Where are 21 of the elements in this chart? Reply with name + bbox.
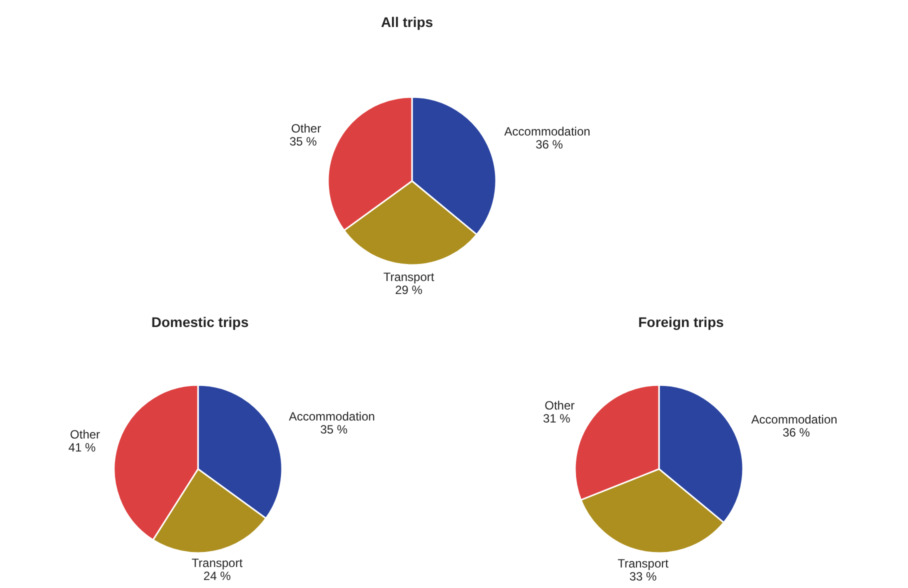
data-label: 41 % <box>68 440 96 455</box>
slice-label: Transport <box>618 556 670 571</box>
data-label: 35 % <box>320 422 348 437</box>
chart-title: Foreign trips <box>637 314 725 330</box>
slice-label: Transport <box>192 556 244 570</box>
slice-label: Accommodation <box>751 412 838 427</box>
data-label: 36 % <box>536 138 564 152</box>
data-label: 31 % <box>542 412 571 426</box>
slice-label: Other <box>544 398 575 413</box>
slice-label: Other <box>70 428 100 442</box>
chart-title: All trips <box>380 14 434 30</box>
data-label: 33 % <box>629 570 658 584</box>
slice-label: Transport <box>383 270 435 284</box>
data-label: 35 % <box>289 134 318 149</box>
slice-label: Accommodation <box>504 124 590 139</box>
data-label: 29 % <box>395 282 423 297</box>
chart-title: Domestic trips <box>150 314 250 330</box>
slice-label: Accommodation <box>288 410 375 424</box>
data-label: 36 % <box>782 426 810 440</box>
slice-label: Other <box>291 122 322 136</box>
data-label: 24 % <box>203 569 232 584</box>
